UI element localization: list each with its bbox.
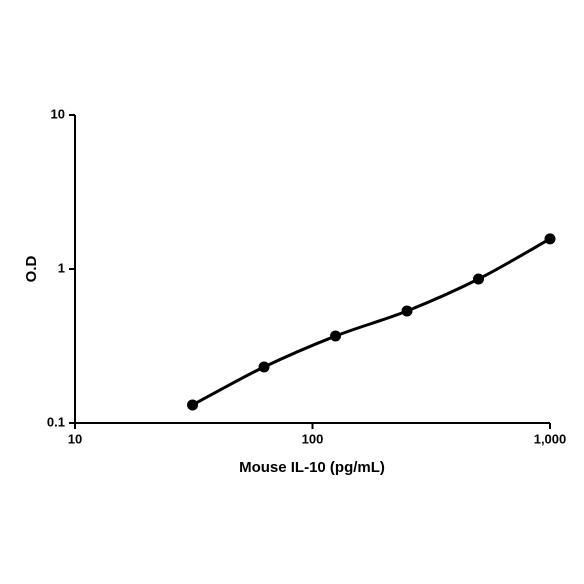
y-tick-label: 1 <box>58 260 65 275</box>
y-tick-label: 10 <box>51 106 65 121</box>
data-point <box>401 305 413 317</box>
y-tick-label: 0.1 <box>47 414 65 429</box>
data-point <box>330 330 342 342</box>
x-tick-label: 100 <box>302 431 324 446</box>
data-point <box>258 361 270 373</box>
y-axis-title: O.D <box>23 256 40 283</box>
data-point <box>544 233 556 245</box>
data-point <box>473 273 485 285</box>
data-point <box>187 399 199 411</box>
data-line <box>191 237 551 407</box>
x-axis-title: Mouse IL-10 (pg/mL) <box>239 459 385 476</box>
x-tick-label: 1,000 <box>534 431 567 446</box>
x-tick-label: 10 <box>68 431 82 446</box>
